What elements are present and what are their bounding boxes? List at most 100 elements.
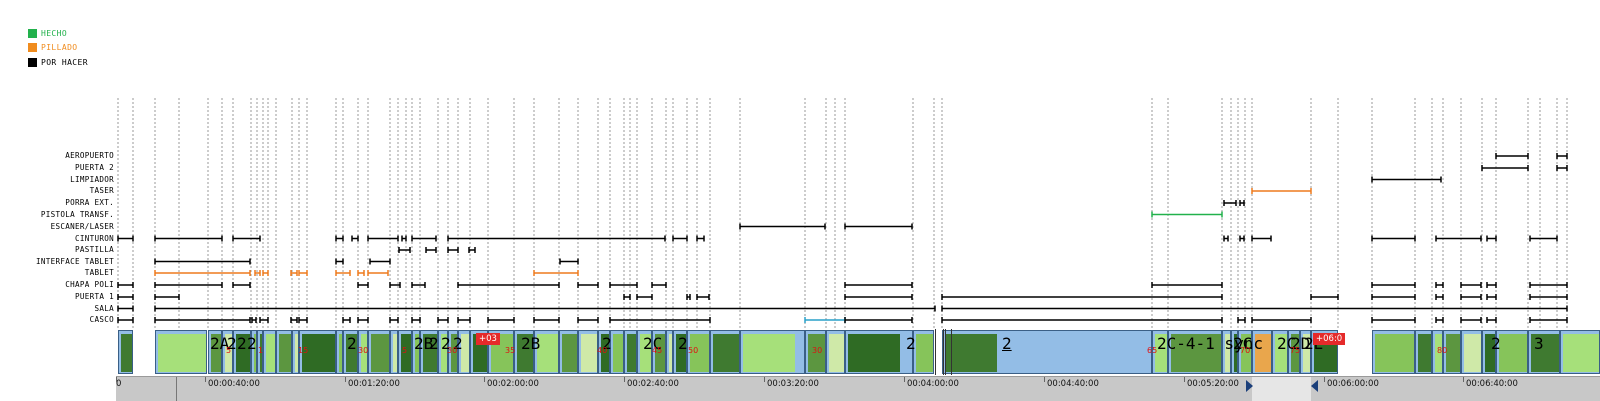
assignment-segment (154, 258, 251, 265)
video-clip[interactable] (514, 330, 534, 374)
video-clip[interactable] (687, 330, 710, 374)
video-clip[interactable] (598, 330, 610, 374)
in-point-marker[interactable] (1246, 380, 1253, 392)
row-label: PASTILLA (75, 245, 114, 254)
video-clip[interactable] (559, 330, 578, 374)
clip-title: 2 (429, 334, 439, 353)
video-clip[interactable] (390, 330, 398, 374)
assignment-segment (117, 317, 134, 323)
video-clip[interactable] (1560, 330, 1600, 374)
video-clip[interactable] (578, 330, 598, 374)
clip-thumbnail (743, 334, 795, 372)
video-clip[interactable] (710, 330, 740, 374)
video-clip[interactable] (458, 330, 470, 374)
video-clip[interactable] (292, 330, 299, 374)
transition-marker[interactable] (935, 329, 944, 375)
assignment-segment (290, 317, 298, 323)
video-clip[interactable] (398, 330, 412, 374)
video-clip[interactable] (1461, 330, 1482, 374)
video-clip[interactable] (1168, 330, 1222, 374)
video-clip[interactable] (257, 330, 263, 374)
video-clip[interactable] (1238, 330, 1252, 374)
video-clip[interactable] (1222, 330, 1231, 374)
assignment-segment (232, 282, 251, 288)
video-clip[interactable] (1482, 330, 1496, 374)
in-out-selection[interactable] (1252, 377, 1311, 401)
transition-marker[interactable] (945, 329, 952, 375)
video-clip[interactable] (222, 330, 233, 374)
clip-thumbnail (441, 334, 447, 372)
tick-mark (904, 377, 905, 382)
timecode-ruler[interactable]: 0 00:00:40:00 00:01:20:00 00:02:00:00 00:02:… (116, 376, 1600, 401)
video-clip[interactable] (276, 330, 292, 374)
marker-number: 35 (505, 346, 516, 355)
video-clip[interactable] (1443, 330, 1461, 374)
clip-thumbnail (1418, 334, 1431, 372)
video-clip[interactable] (673, 330, 687, 374)
assignment-segment (844, 317, 913, 323)
video-clip[interactable] (1528, 330, 1560, 374)
video-clip[interactable] (233, 330, 251, 374)
video-clip[interactable] (805, 330, 826, 374)
video-clip[interactable] (343, 330, 358, 374)
video-clip[interactable] (845, 330, 913, 374)
video-clip[interactable] (534, 330, 559, 374)
video-clip[interactable] (448, 330, 458, 374)
assignment-segment (686, 294, 691, 300)
clip-thumbnail (1485, 334, 1495, 372)
clip-thumbnail (1234, 334, 1237, 372)
assignment-segment (1435, 294, 1444, 300)
assignment-segment (1251, 317, 1312, 323)
video-clip[interactable] (1252, 330, 1272, 374)
video-clip[interactable] (412, 330, 420, 374)
video-clip[interactable] (652, 330, 666, 374)
assignment-segment (1481, 165, 1529, 171)
assignment-segment (1529, 235, 1558, 242)
video-clip[interactable] (420, 330, 438, 374)
video-clip[interactable] (624, 330, 637, 374)
clip-thumbnail (451, 334, 457, 372)
timecode-label: 00:02:40:00 (627, 379, 679, 389)
video-clip[interactable] (1415, 330, 1432, 374)
assignment-segment (117, 294, 134, 300)
video-clip[interactable] (637, 330, 652, 374)
video-clip[interactable] (826, 330, 845, 374)
video-clip[interactable] (740, 330, 805, 374)
video-clip[interactable] (118, 330, 133, 374)
assignment-segment (1371, 176, 1442, 183)
video-clip[interactable] (913, 330, 934, 374)
video-clip[interactable] (1372, 330, 1415, 374)
video-clip[interactable] (1496, 330, 1528, 374)
video-clip[interactable] (1231, 330, 1238, 374)
clip-title: 2A (210, 334, 230, 353)
clip-thumbnail (690, 334, 709, 372)
video-clip[interactable] (1152, 330, 1168, 374)
out-point-marker[interactable] (1311, 380, 1318, 392)
video-clip[interactable] (942, 330, 1152, 374)
row-label: TABLET (84, 268, 114, 277)
video-clip[interactable] (251, 330, 257, 374)
video-clip[interactable] (299, 330, 336, 374)
video-clip[interactable] (208, 330, 222, 374)
assignment-segment (941, 294, 1223, 300)
video-clip[interactable] (368, 330, 390, 374)
assignment-segment (425, 247, 437, 253)
video-clip[interactable] (1288, 330, 1300, 374)
video-clip[interactable] (438, 330, 448, 374)
video-clip[interactable] (1272, 330, 1288, 374)
video-clip[interactable] (336, 330, 343, 374)
video-clip[interactable] (610, 330, 624, 374)
video-clip[interactable] (1432, 330, 1443, 374)
row-label: TASER (89, 186, 114, 195)
video-clip[interactable] (358, 330, 368, 374)
video-clip[interactable] (155, 330, 207, 374)
clip-title: 2 (247, 334, 257, 353)
assignment-segment (487, 317, 515, 323)
assignment-segment (154, 235, 223, 242)
assignment-segment (259, 317, 269, 323)
video-clip[interactable] (1300, 330, 1311, 374)
video-clip[interactable] (666, 330, 673, 374)
clip-thumbnail (423, 334, 437, 372)
video-clip[interactable] (263, 330, 276, 374)
